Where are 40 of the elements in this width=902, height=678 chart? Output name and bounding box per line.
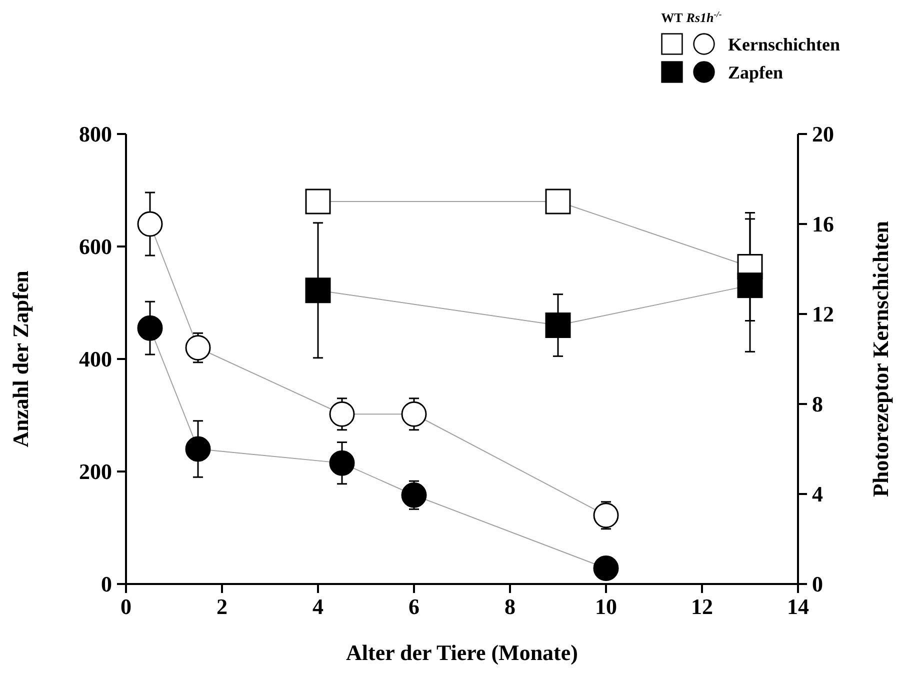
point — [545, 188, 571, 214]
y2-tick-label: 0 — [812, 572, 823, 597]
legend-label: Zapfen — [728, 62, 784, 82]
y-tick-label: 0 — [101, 572, 112, 597]
x-tick-label: 14 — [787, 594, 809, 619]
x-tick-label: 0 — [120, 594, 132, 619]
y2-axis-title: Photorezeptor Kernschichten — [868, 221, 893, 497]
legend-label: Kernschichten — [728, 34, 840, 54]
point — [137, 211, 163, 237]
point — [401, 482, 427, 508]
point — [305, 188, 331, 214]
y2-tick-label: 4 — [812, 482, 823, 507]
point — [305, 278, 331, 304]
point — [593, 502, 619, 528]
x-tick-label: 10 — [595, 594, 617, 619]
y2-tick-label: 16 — [812, 212, 834, 237]
x-axis-title: Alter der Tiere (Monate) — [346, 640, 578, 665]
x-tick-label: 2 — [216, 594, 228, 619]
point — [401, 401, 427, 427]
x-tick-label: 8 — [504, 594, 516, 619]
point — [329, 450, 355, 476]
y2-tick-label: 20 — [812, 122, 834, 147]
y-tick-label: 400 — [79, 346, 112, 372]
point — [185, 335, 211, 360]
point — [545, 312, 571, 338]
y-tick-label: 800 — [79, 122, 112, 147]
y-axis-title: Anzahl der Zapfen — [8, 270, 33, 448]
point — [329, 401, 355, 427]
point — [593, 556, 619, 581]
x-tick-label: 6 — [408, 594, 420, 619]
point — [185, 436, 211, 462]
y-tick-label: 600 — [79, 234, 112, 260]
point — [737, 272, 763, 298]
y-tick-label: 200 — [79, 459, 112, 484]
x-tick-label: 4 — [312, 594, 324, 619]
point — [137, 315, 163, 341]
y2-tick-label: 12 — [812, 302, 834, 327]
x-tick-label: 12 — [691, 594, 713, 619]
legend-title: WT Rs1h$^{-/-}$ — [661, 9, 722, 25]
y2-tick-label: 8 — [812, 392, 823, 417]
